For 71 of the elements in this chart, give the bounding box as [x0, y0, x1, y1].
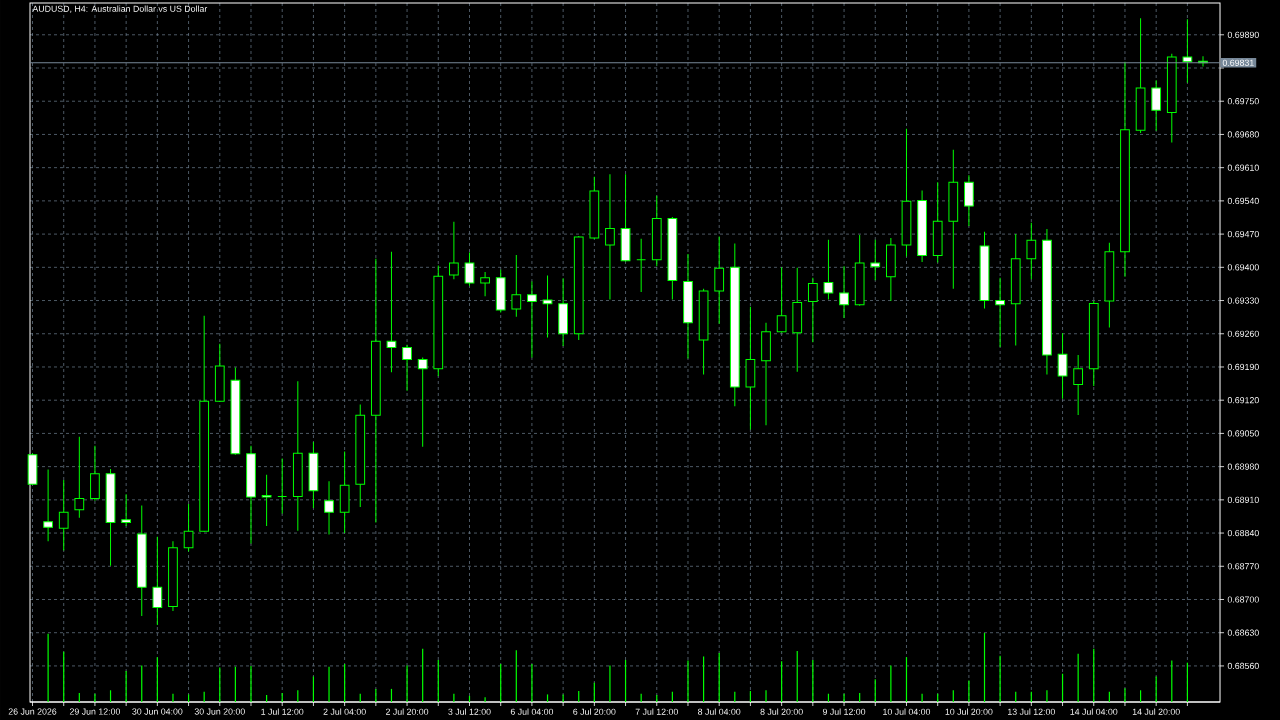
x-tick-label: 8 Jul 04:00 [698, 708, 741, 715]
candlestick [261, 474, 272, 527]
x-tick-label: 13 Jul 12:00 [1008, 708, 1055, 715]
candlestick [417, 356, 428, 448]
candlestick [386, 251, 397, 373]
x-tick-label: 3 Jul 12:00 [448, 708, 491, 715]
candlestick [74, 436, 85, 519]
y-tick-label: 0.68770 [1227, 563, 1259, 570]
y-tick-label: 0.69050 [1227, 430, 1259, 437]
x-tick-label: 30 Jun 04:00 [132, 708, 183, 715]
chart-title: AUDUSD, H4: Australian Dollar vs US Dollar [32, 5, 208, 13]
x-tick-label: 10 Jul 20:00 [945, 708, 993, 715]
y-tick-label: 0.69540 [1227, 197, 1259, 205]
candlestick [542, 274, 553, 339]
x-tick-label: 7 Jul 12:00 [635, 708, 678, 715]
x-tick-label: 2 Jul 20:00 [385, 708, 429, 715]
ref-line-label: 0.69831 [1222, 59, 1254, 66]
x-tick-label: 29 Jun 12:00 [69, 708, 121, 715]
candlestick [807, 277, 818, 343]
candlestick [527, 281, 537, 358]
candlestick [402, 344, 412, 392]
candlestick [1057, 332, 1068, 400]
candlestick [58, 479, 69, 552]
candlestick [449, 221, 459, 280]
candlestick [464, 252, 475, 287]
candlestick [964, 174, 974, 227]
candlestick [1026, 222, 1037, 280]
x-tick-label: 10 Jul 04:00 [883, 708, 931, 715]
y-tick-label: 0.68910 [1227, 496, 1259, 503]
y-tick-label: 0.68560 [1227, 662, 1259, 670]
y-tick-label: 0.69260 [1227, 330, 1259, 337]
candlestick [121, 493, 132, 527]
candlestick [870, 239, 881, 281]
candlestick [1073, 354, 1084, 416]
candlestick [43, 468, 53, 542]
y-tick-label: 0.68840 [1227, 529, 1259, 537]
y-tick-label: 0.69400 [1227, 264, 1259, 271]
candlestick [1151, 79, 1162, 132]
y-tick-label: 0.69680 [1227, 131, 1259, 138]
candlestick [511, 254, 522, 318]
y-tick-label: 0.69120 [1227, 397, 1259, 404]
y-tick-label: 0.69470 [1227, 230, 1259, 238]
candlestick [714, 235, 725, 325]
y-tick-label: 0.69190 [1227, 363, 1259, 371]
candlestick [776, 266, 787, 334]
candlestick [823, 239, 834, 301]
x-tick-label: 9 Jul 12:00 [822, 708, 866, 715]
y-tick-label: 0.68700 [1227, 596, 1259, 603]
x-tick-label: 2 Jul 04:00 [323, 708, 366, 715]
candlestick [183, 503, 194, 553]
x-tick-label: 8 Jul 20:00 [760, 708, 803, 715]
candlestick [480, 271, 490, 297]
x-tick-label: 30 Jun 20:00 [194, 708, 245, 715]
x-tick-label: 14 Jul 04:00 [1070, 708, 1118, 715]
x-tick-label: 6 Jul 04:00 [510, 708, 554, 715]
candlestick [839, 265, 849, 319]
candlestick [605, 173, 615, 301]
candlestick [1182, 18, 1193, 84]
y-tick-label: 0.68980 [1227, 463, 1259, 470]
y-tick-label: 0.69330 [1227, 297, 1259, 304]
y-tick-label: 0.69890 [1227, 31, 1259, 38]
candlestick [995, 277, 1005, 348]
y-tick-label: 0.68630 [1227, 629, 1259, 636]
y-tick-label: 0.69610 [1227, 164, 1259, 171]
y-tick-label: 0.69750 [1227, 98, 1259, 105]
x-tick-label: 1 Jul 12:00 [261, 708, 304, 715]
candlestick [152, 536, 163, 626]
x-tick-label: 14 Jul 20:00 [1132, 708, 1180, 715]
x-tick-label: 6 Jul 20:00 [573, 708, 616, 715]
candlestick [324, 480, 334, 535]
x-tick-label: 26 Jun 2026 [8, 708, 57, 715]
